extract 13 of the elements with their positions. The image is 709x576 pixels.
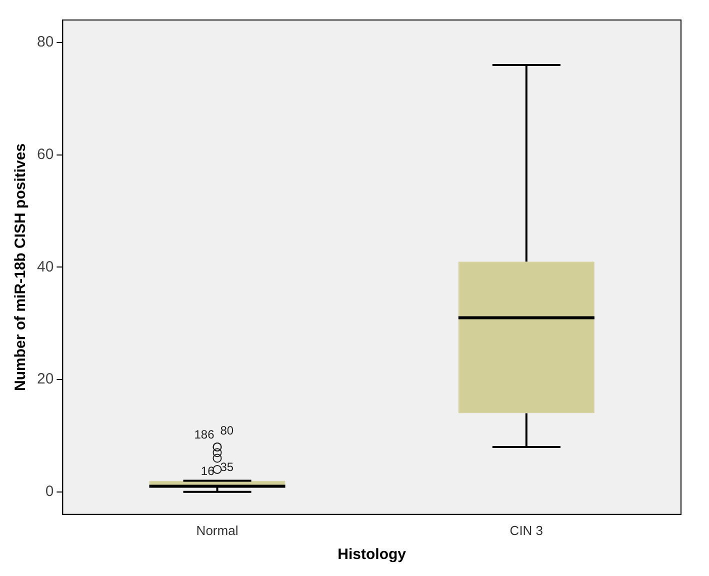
x-tick-label: Normal: [196, 522, 238, 538]
x-tick-label: CIN 3: [510, 522, 544, 538]
annotation: 35: [220, 460, 234, 474]
y-tick-label: 60: [36, 146, 54, 163]
annotation: 16: [200, 464, 215, 478]
y-tick-label: 20: [36, 370, 54, 388]
annotation: 80: [220, 423, 234, 438]
annotation: 186: [194, 427, 215, 442]
y-tick-label: 0: [45, 483, 54, 500]
y-tick-label: 80: [36, 34, 54, 51]
y-tick-label: 40: [36, 258, 54, 276]
y-axis-title: Number of miR-18b CISH positives: [12, 143, 30, 391]
x-axis-title: Histology: [338, 546, 407, 564]
